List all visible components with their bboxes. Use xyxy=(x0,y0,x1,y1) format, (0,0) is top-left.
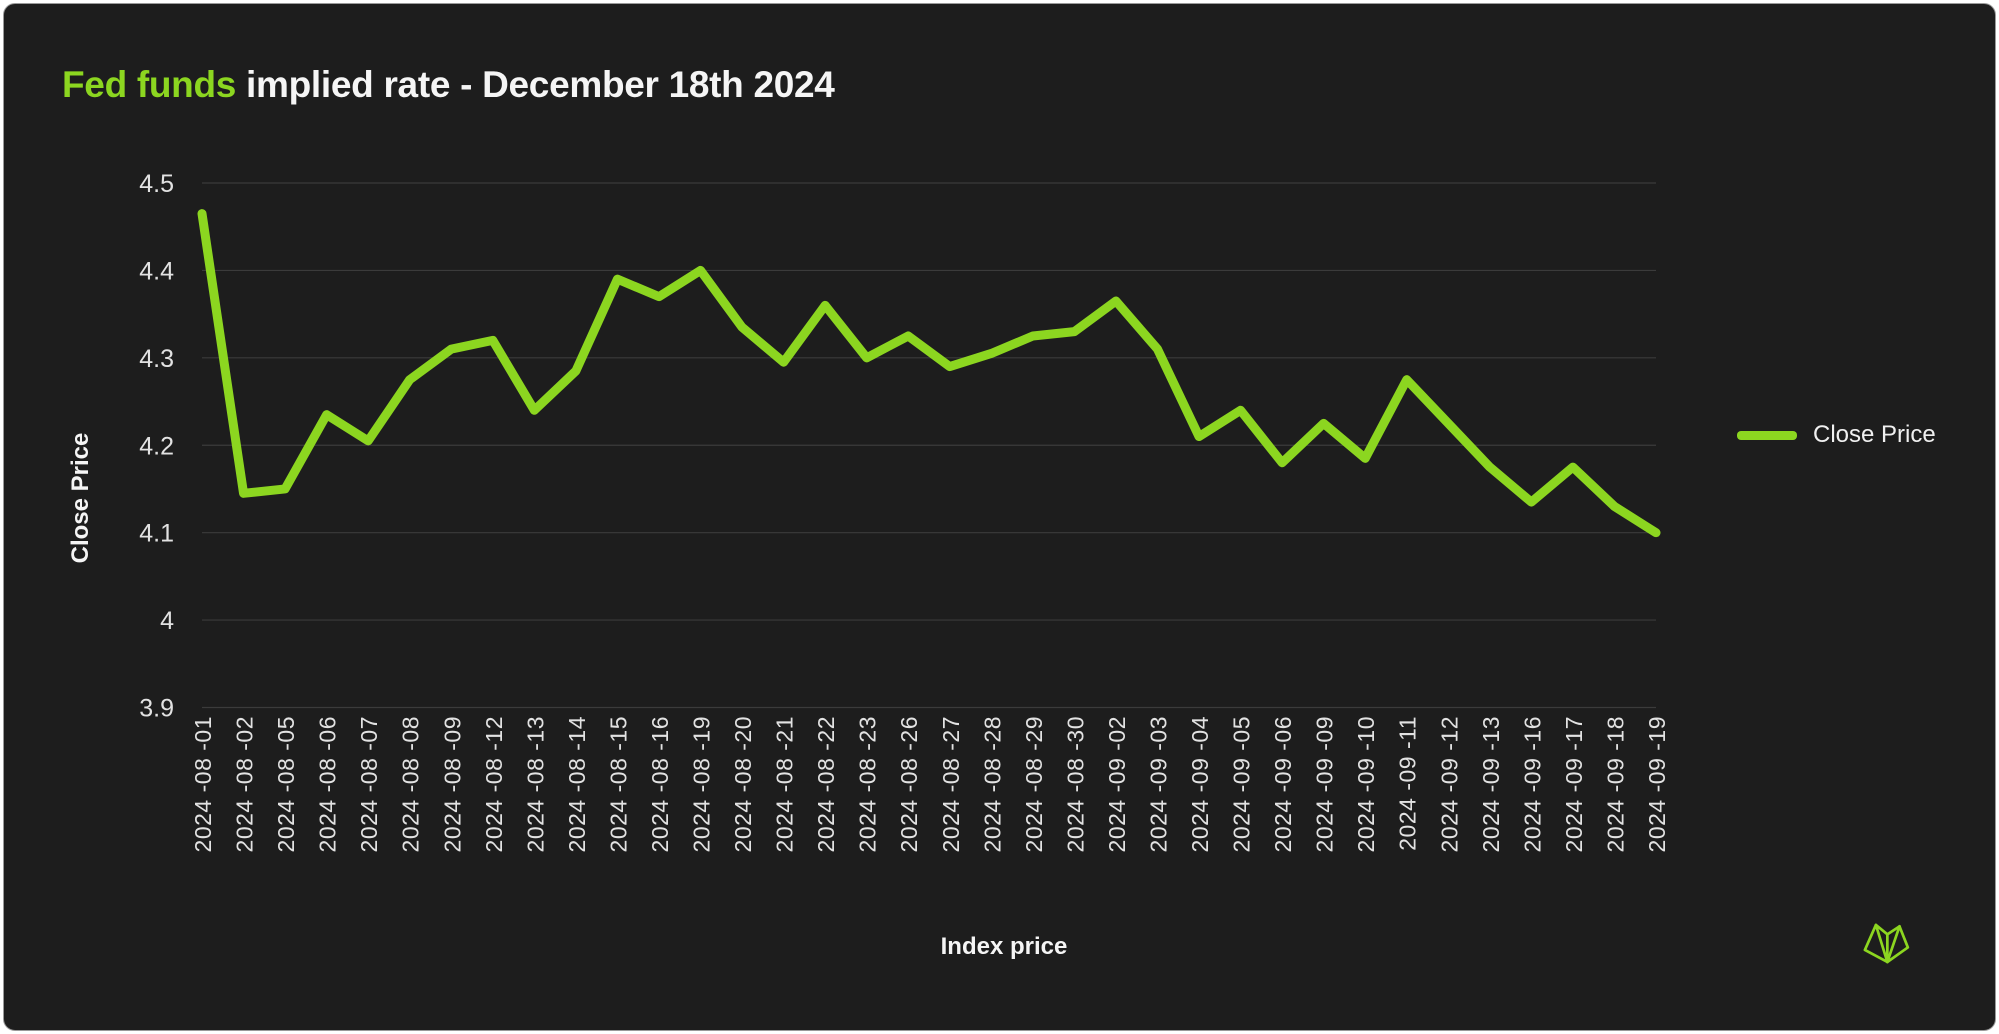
x-tick-label: 2024 -08 -13 xyxy=(522,716,548,852)
x-tick-label: 2024 -08 -15 xyxy=(605,716,631,852)
y-tick-label: 4.4 xyxy=(139,257,174,285)
y-tick-label: 4.2 xyxy=(139,432,174,460)
x-tick-label: 2024 -09 -17 xyxy=(1561,716,1587,852)
x-tick-label: 2024 -09 -19 xyxy=(1644,716,1670,852)
x-tick-label: 2024 -09 -16 xyxy=(1519,716,1545,852)
x-tick-label: 2024 -09 -09 xyxy=(1312,716,1338,852)
logo-strokes xyxy=(1863,923,1910,964)
chart-svg: 4.5 4.4 4.3 4.2 4.1 4 3.9 2024 -08 -01 2024 -08 … xyxy=(139,170,1670,852)
x-tick-label: 2024 -08 -23 xyxy=(855,716,881,852)
x-tick-label: 2024 -08 -07 xyxy=(356,716,382,852)
x-tick-label: 2024 -09 -18 xyxy=(1602,716,1628,852)
x-tick-label: 2024 -08 -22 xyxy=(813,716,839,852)
close-price-line xyxy=(197,209,1661,538)
chart-title-rest: implied rate - December 18th 2024 xyxy=(236,64,835,105)
y-axis-title: Close Price xyxy=(67,432,94,564)
y-tick-label: 3.9 xyxy=(139,695,174,723)
x-tick-label: 2024 -08 -08 xyxy=(398,716,424,852)
chart-title: Fed funds implied rate - December 18th 2… xyxy=(62,64,835,106)
x-tick-label: 2024 -08 -27 xyxy=(938,716,964,852)
legend-line-swatch xyxy=(1737,430,1797,440)
x-tick-label: 2024 -08 -09 xyxy=(439,716,465,852)
x-tick-label: 2024 -09 -06 xyxy=(1270,716,1296,852)
x-tick-label: 2024 -08 -02 xyxy=(232,716,258,852)
x-tick-label: 2024 -08 -19 xyxy=(689,716,715,852)
x-tick-label: 2024 -08 -05 xyxy=(273,716,299,852)
y-tick-label: 4 xyxy=(160,607,174,635)
x-tick-label: 2024 -08 -26 xyxy=(896,716,922,852)
x-tick-label: 2024 -08 -20 xyxy=(730,716,756,852)
legend: Close Price xyxy=(1737,421,1936,449)
y-tick-label: 4.5 xyxy=(139,170,174,198)
legend-label: Close Price xyxy=(1813,421,1936,448)
chart-title-highlight: Fed funds xyxy=(62,64,237,105)
x-tick-label: 2024 -08 -12 xyxy=(481,716,507,852)
laevitas-logo-icon xyxy=(1863,923,1910,964)
x-tick-label: 2024 -08 -01 xyxy=(190,716,216,852)
x-tick-label: 2024 -09 -13 xyxy=(1478,716,1504,852)
chart-card: Fed funds implied rate - December 18th 2… xyxy=(3,3,1996,1031)
x-tick-label: 2024 -09 -04 xyxy=(1187,716,1213,852)
x-tick-label: 2024 -08 -28 xyxy=(979,716,1005,852)
x-tick-label: 2024 -08 -29 xyxy=(1021,716,1047,852)
x-tick-label: 2024 -09 -02 xyxy=(1104,716,1130,852)
x-tick-label: 2024 -08 -16 xyxy=(647,716,673,852)
x-tick-label: 2024 -09 -03 xyxy=(1145,716,1171,852)
y-tick-label: 4.3 xyxy=(139,345,174,373)
x-tick-label: 2024 -09 -10 xyxy=(1353,716,1379,852)
x-tick-label: 2024 -08 -14 xyxy=(564,716,590,852)
x-tick-label: 2024 -08 -06 xyxy=(315,716,341,852)
x-tick-label: 2024 -08 -21 xyxy=(772,716,798,852)
x-axis-title: Index price xyxy=(940,933,1068,960)
x-tick-label: 2024 -09 -12 xyxy=(1436,716,1462,852)
y-tick-label: 4.1 xyxy=(139,520,174,548)
x-tick-label: 2024 -09 -11 xyxy=(1395,716,1421,851)
x-tick-label: 2024 -08 -30 xyxy=(1062,716,1088,852)
x-tick-label: 2024 -09 -05 xyxy=(1229,716,1255,852)
